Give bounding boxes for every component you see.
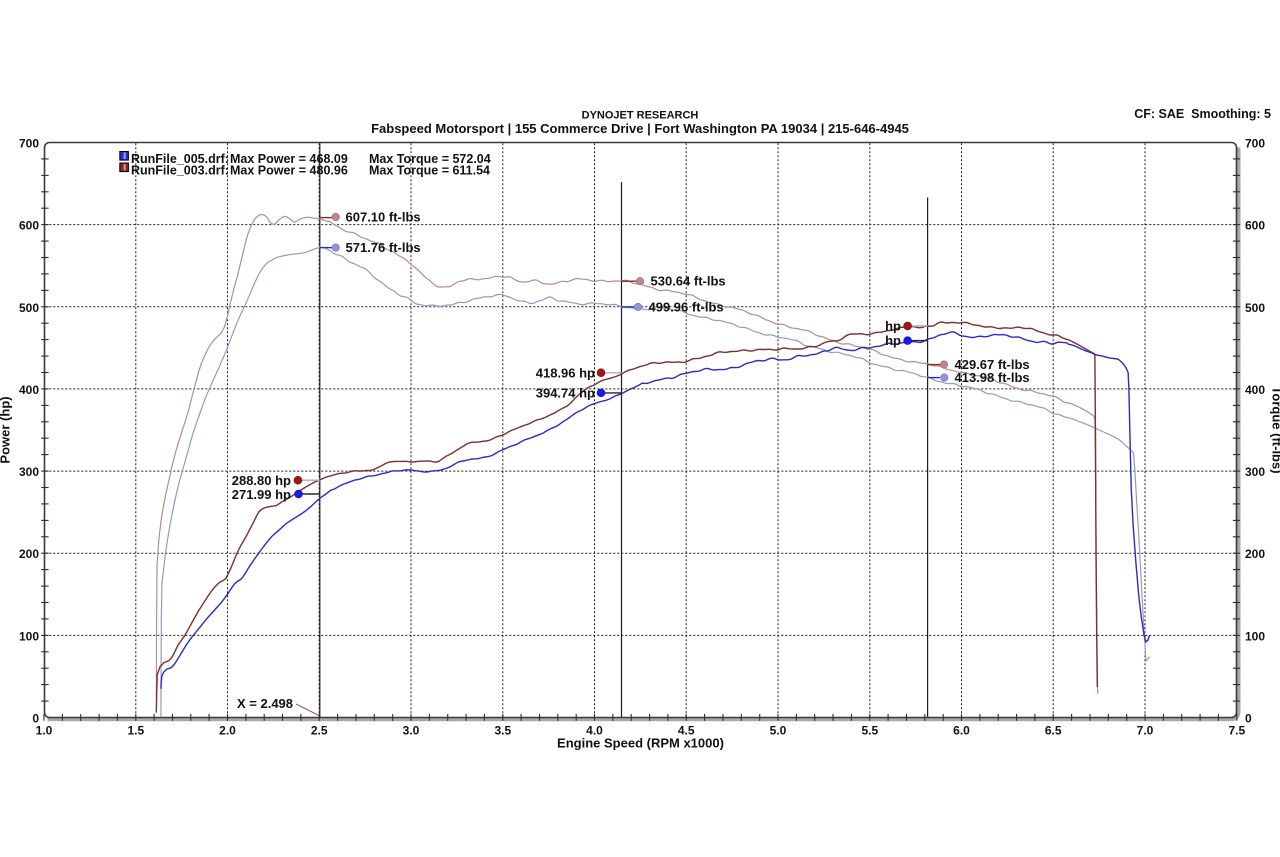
svg-text:394.74 hp: 394.74 hp <box>536 385 595 400</box>
svg-text:6.0: 6.0 <box>953 724 970 738</box>
svg-text:Power (hp): Power (hp) <box>0 396 13 463</box>
svg-text:CF: SAE Smoothing: 5: CF: SAE Smoothing: 5 <box>1134 107 1271 121</box>
svg-text:Max Power = 480.96: Max Power = 480.96 <box>230 164 348 178</box>
svg-text:418.96 hp: 418.96 hp <box>536 365 595 380</box>
svg-text:7.0: 7.0 <box>1137 724 1154 738</box>
svg-text:3.5: 3.5 <box>494 724 511 738</box>
svg-text:5.5: 5.5 <box>861 724 878 738</box>
svg-text:200: 200 <box>1245 547 1265 561</box>
svg-text:271.99 hp: 271.99 hp <box>232 487 291 502</box>
svg-text:RunFile_003.drf:: RunFile_003.drf: <box>131 164 229 178</box>
svg-text:4.0: 4.0 <box>586 724 603 738</box>
svg-text:400: 400 <box>19 383 39 397</box>
svg-text:0: 0 <box>32 712 39 726</box>
svg-text:2.0: 2.0 <box>219 724 236 738</box>
svg-text:DYNOJET RESEARCH: DYNOJET RESEARCH <box>582 110 699 122</box>
svg-text:RunFile_005.drf:: RunFile_005.drf: <box>131 152 229 166</box>
svg-text:600: 600 <box>1245 219 1265 233</box>
svg-text:6.5: 6.5 <box>1045 724 1062 738</box>
svg-text:429.67 ft-lbs: 429.67 ft-lbs <box>955 357 1030 372</box>
svg-text:X = 2.498: X = 2.498 <box>237 696 293 711</box>
svg-text:Fabspeed Motorsport | 155 Comm: Fabspeed Motorsport | 155 Commerce Drive… <box>371 121 909 136</box>
svg-text:607.10 ft-lbs: 607.10 ft-lbs <box>346 210 421 225</box>
svg-text:300: 300 <box>19 465 39 479</box>
svg-text:Max Torque = 611.54: Max Torque = 611.54 <box>369 164 490 178</box>
svg-text:1.0: 1.0 <box>36 724 53 738</box>
svg-text:700: 700 <box>1245 137 1265 151</box>
svg-text:500: 500 <box>1245 301 1265 315</box>
svg-text:400: 400 <box>1245 383 1265 397</box>
svg-text:571.76 ft-lbs: 571.76 ft-lbs <box>346 240 421 255</box>
svg-text:100: 100 <box>1245 629 1265 643</box>
svg-text:Max Torque = 572.04: Max Torque = 572.04 <box>369 152 491 166</box>
svg-text:499.96 ft-lbs: 499.96 ft-lbs <box>649 299 724 314</box>
svg-text:7.5: 7.5 <box>1228 724 1245 738</box>
svg-text:2.5: 2.5 <box>311 724 328 738</box>
svg-text:Torque (ft-lbs): Torque (ft-lbs) <box>1270 386 1280 473</box>
svg-text:5.0: 5.0 <box>770 724 787 738</box>
svg-text:413.98 ft-lbs: 413.98 ft-lbs <box>955 370 1030 385</box>
svg-text:3.0: 3.0 <box>403 724 420 738</box>
svg-text:hp: hp <box>885 319 901 334</box>
svg-text:1.5: 1.5 <box>127 724 144 738</box>
svg-text:100: 100 <box>19 629 39 643</box>
svg-text:500: 500 <box>19 301 39 315</box>
svg-text:hp: hp <box>885 333 901 348</box>
svg-text:4.5: 4.5 <box>678 724 695 738</box>
svg-text:0: 0 <box>1245 712 1252 726</box>
svg-text:Engine Speed (RPM x1000): Engine Speed (RPM x1000) <box>557 736 724 751</box>
svg-text:700: 700 <box>19 137 39 151</box>
svg-text:Max Power = 468.09: Max Power = 468.09 <box>230 152 348 166</box>
svg-text:200: 200 <box>19 547 39 561</box>
svg-text:530.64 ft-lbs: 530.64 ft-lbs <box>651 274 726 289</box>
svg-text:300: 300 <box>1245 465 1265 479</box>
svg-text:600: 600 <box>19 219 39 233</box>
svg-text:288.80 hp: 288.80 hp <box>232 473 291 488</box>
